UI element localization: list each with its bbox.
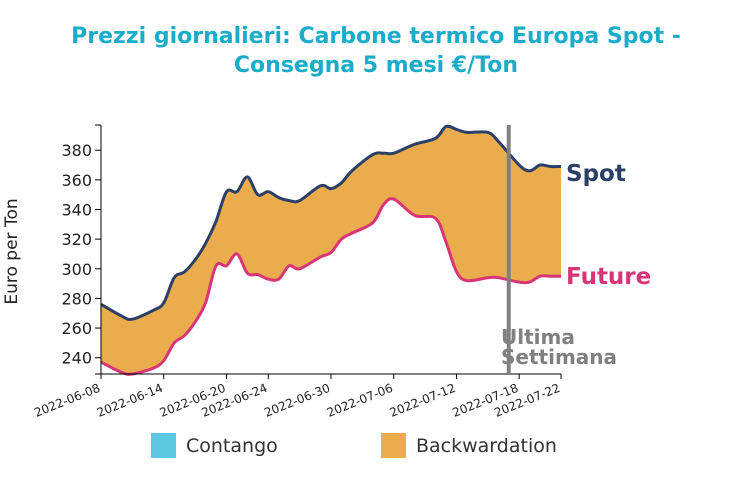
spot-label: Spot bbox=[566, 161, 626, 187]
chart-title: Prezzi giornalieri: Carbone termico Euro… bbox=[0, 22, 752, 80]
legend-label-backwardation: Backwardation bbox=[416, 434, 557, 457]
y-tick-label: 260 bbox=[61, 319, 92, 338]
legend-label-contango: Contango bbox=[186, 434, 278, 457]
future-line bbox=[100, 197, 561, 376]
y-tick-label: 280 bbox=[61, 289, 92, 308]
chart-title-line-2: Consegna 5 mesi €/Ton bbox=[233, 53, 519, 78]
y-tick-label: 340 bbox=[61, 200, 92, 219]
x-tick-label: 2022-07-06 bbox=[325, 381, 395, 420]
y-tick-label: 240 bbox=[61, 349, 92, 368]
x-tick-label: 2022-06-30 bbox=[262, 381, 332, 420]
x-tick-label: 2022-06-14 bbox=[95, 381, 165, 420]
legend-item-backwardation[interactable]: Backwardation bbox=[381, 433, 557, 458]
y-tick-label: 320 bbox=[61, 230, 92, 249]
y-tick-label: 380 bbox=[61, 141, 92, 160]
legend-item-contango[interactable]: Contango bbox=[151, 433, 278, 458]
contango-swatch bbox=[151, 433, 176, 458]
y-tick-label: 300 bbox=[61, 260, 92, 279]
backwardation-swatch bbox=[381, 433, 406, 458]
x-tick-label: 2022-06-08 bbox=[32, 381, 102, 420]
future-label: Future bbox=[566, 264, 651, 290]
x-tick-label: 2022-07-12 bbox=[388, 381, 458, 420]
chart-title-line-1: Prezzi giornalieri: Carbone termico Euro… bbox=[71, 24, 681, 49]
backwardation-area bbox=[101, 126, 561, 375]
y-tick-label: 360 bbox=[61, 171, 92, 190]
spot-line bbox=[100, 124, 562, 321]
y-axis-label: Euro per Ton bbox=[2, 198, 22, 304]
last-week-label-line-1: Ultima bbox=[501, 325, 575, 349]
last-week-label-line-2: Settimana bbox=[501, 345, 617, 369]
